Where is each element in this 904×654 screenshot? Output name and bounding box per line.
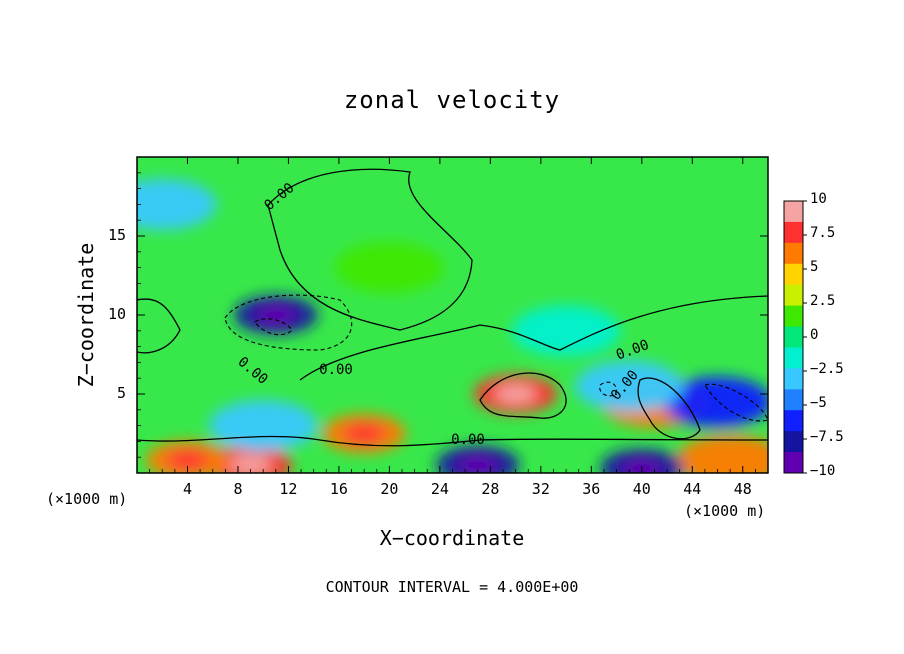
heatmap-core-3 <box>229 456 272 473</box>
x-tick-label: 12 <box>279 480 298 498</box>
colorbar-tick-label: 2.5 <box>810 293 836 309</box>
contour-label-3: 0.00 <box>451 432 485 448</box>
x-axis-label: X−coordinate <box>379 526 525 550</box>
colorbar-swatch-11 <box>784 431 803 453</box>
x-tick-label: 8 <box>233 480 243 498</box>
heatmap-cell-8 <box>137 178 217 230</box>
colorbar-swatch-4 <box>784 284 803 307</box>
contour-line-5 <box>637 377 701 440</box>
colorbar-swatch-0 <box>784 201 803 223</box>
heatmap-cell-7 <box>574 360 684 412</box>
x-tick-label: 24 <box>430 480 449 498</box>
x-ticks <box>149 157 756 473</box>
x-tick-label: 40 <box>632 480 651 498</box>
x-tick-label: 44 <box>683 480 702 498</box>
x-tick-label: 28 <box>481 480 500 498</box>
x-tick-label: 32 <box>531 480 550 498</box>
y-tick-label: 5 <box>116 384 126 402</box>
colorbar-swatch-6 <box>784 326 803 348</box>
colorbar-swatch-3 <box>784 263 803 286</box>
colorbar-tick-label: −10 <box>810 463 836 479</box>
x-unit-label-left: (×1000 m) <box>46 490 128 508</box>
colorbar-tick-label: −2.5 <box>810 361 844 377</box>
colorbar-swatch-9 <box>784 389 803 411</box>
heatmap-field <box>137 178 768 473</box>
colorbar-tick-label: 5 <box>810 259 819 275</box>
contour-line-4 <box>479 372 567 419</box>
colorbar-swatch-1 <box>784 221 803 244</box>
y-axis-label: Z−coordinate <box>74 242 98 388</box>
heatmap-core-10 <box>166 451 209 470</box>
x-unit-label-right: (×1000 m) <box>684 502 766 520</box>
colorbar-swatch-12 <box>784 452 803 474</box>
heatmap-cell-12 <box>208 400 318 452</box>
chart-title: zonal velocity <box>343 86 561 114</box>
colorbar-swatch-10 <box>784 410 803 432</box>
x-tick-label: 36 <box>582 480 601 498</box>
heatmap-core-0 <box>255 305 297 325</box>
y-tick-label: 15 <box>107 226 126 244</box>
contour-line-3 <box>137 435 768 447</box>
colorbar-tick-label: 0 <box>810 327 819 343</box>
colorbar-swatch-2 <box>784 242 803 265</box>
contour-dashed-2 <box>599 381 617 397</box>
y-ticks <box>137 172 768 458</box>
heatmap-core-4 <box>456 456 499 473</box>
contour-dashed-3 <box>704 383 768 422</box>
heatmap-cell-6 <box>663 376 768 428</box>
contour-line-0 <box>267 168 473 331</box>
heatmap-cell-14 <box>511 305 621 357</box>
colorbar-swatch-7 <box>784 347 803 369</box>
heatmap-cell-11 <box>675 434 768 473</box>
heatmap-cell-9 <box>335 242 444 294</box>
y-tick-label: 10 <box>107 305 126 323</box>
contour-lines <box>137 168 768 447</box>
x-tick-label: 4 <box>182 480 192 498</box>
heatmap-core-2 <box>343 424 385 443</box>
x-tick-label: 48 <box>733 480 752 498</box>
colorbar-tick-label: −5 <box>810 395 827 411</box>
colorbar-tick-label: 7.5 <box>810 225 836 241</box>
contour-line-1 <box>137 298 181 354</box>
colorbar-tick-label: 10 <box>810 191 827 207</box>
contour-label-2: 0.00 <box>319 362 353 378</box>
contour-interval-text: CONTOUR INTERVAL = 4.000E+00 <box>325 578 579 596</box>
colorbar-swatch-5 <box>784 305 803 328</box>
contour-dashed-0 <box>224 294 353 351</box>
colorbar-swatch-8 <box>784 368 803 390</box>
heatmap-core-1 <box>494 384 537 404</box>
x-tick-label: 16 <box>329 480 348 498</box>
colorbar-tick-label: −7.5 <box>810 429 844 445</box>
contour-line-2 <box>299 295 768 381</box>
x-tick-label: 20 <box>380 480 399 498</box>
colorbar <box>783 200 807 474</box>
